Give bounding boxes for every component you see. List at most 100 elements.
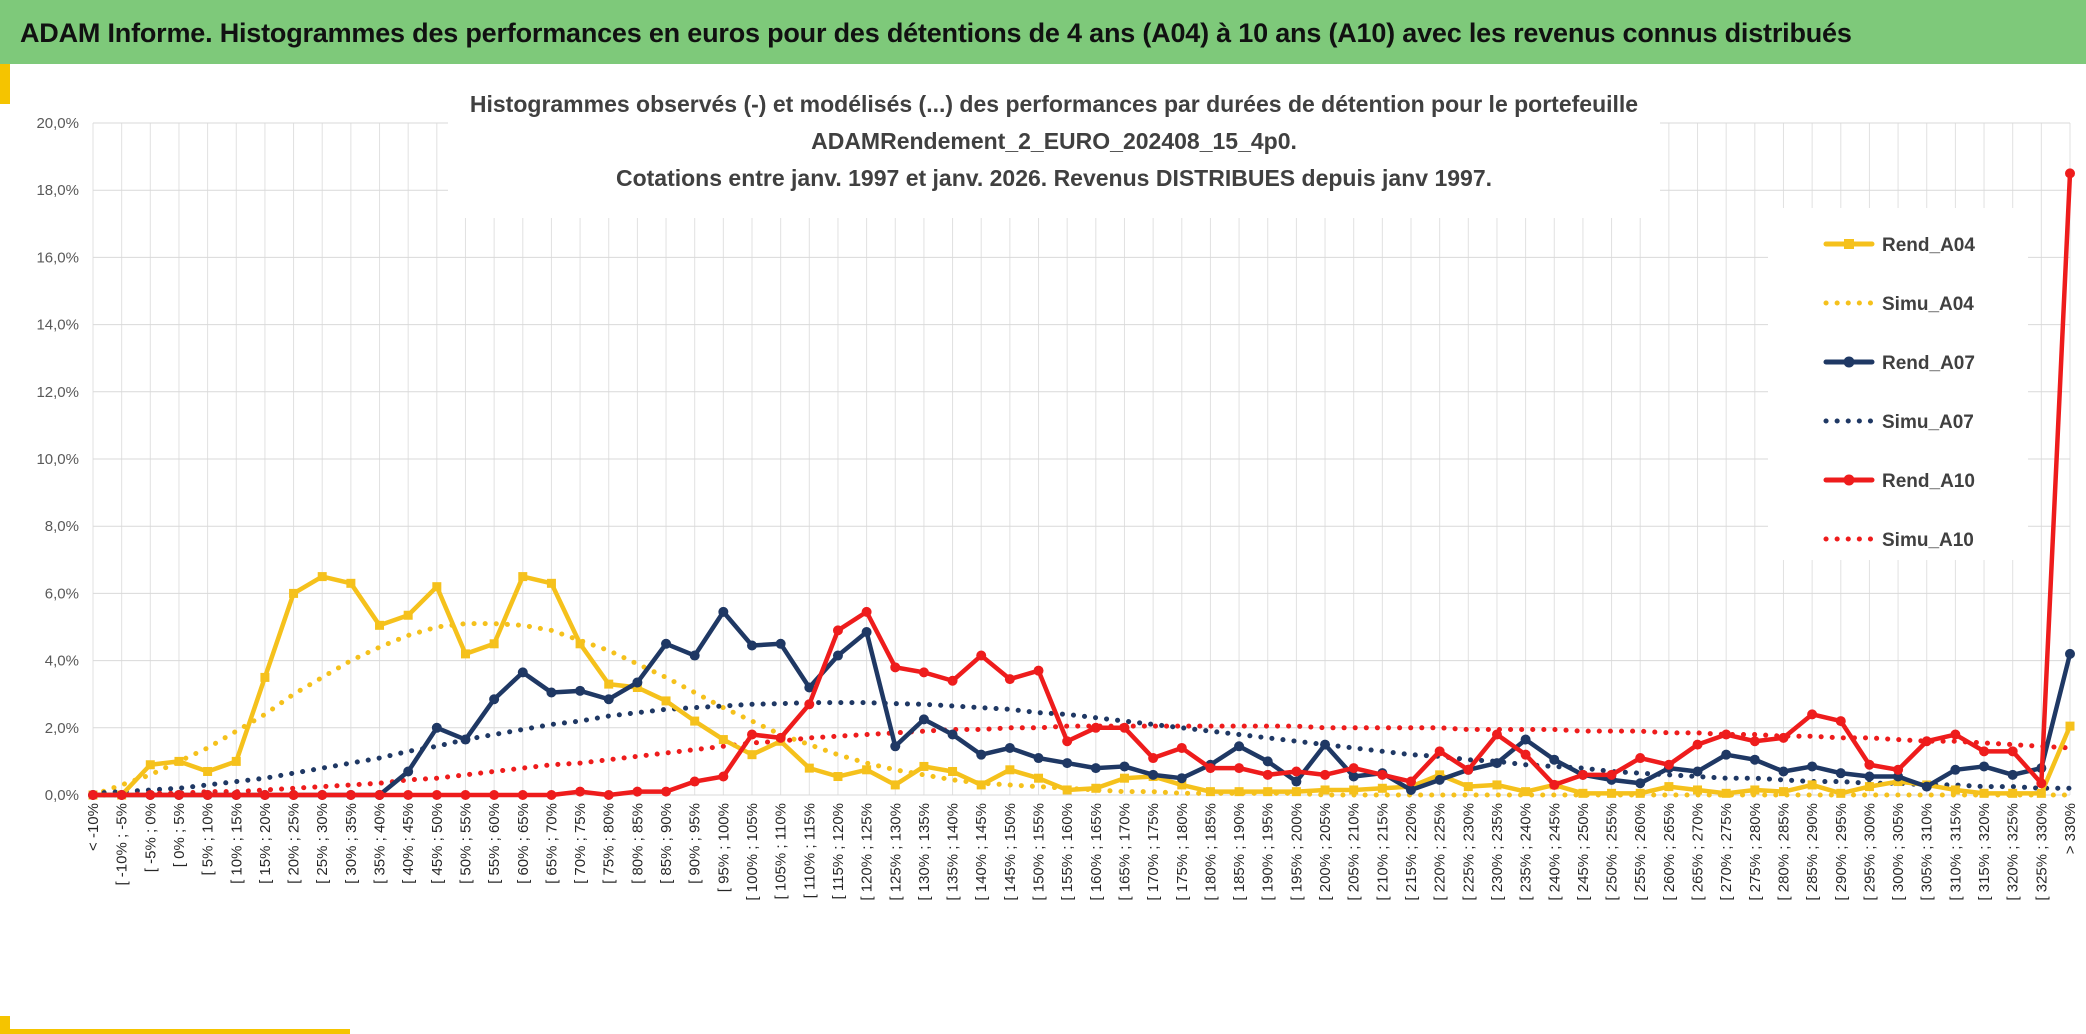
data-point-marker: [1664, 782, 1674, 792]
data-point-marker: [603, 790, 614, 800]
data-point-marker: [661, 786, 672, 797]
chart-title-line: ADAMRendement_2_EURO_202408_15_4p0.: [811, 128, 1297, 154]
x-tick-label: [ 135% ; 140%: [945, 803, 962, 901]
x-tick-label: [ 5% ; 10%: [200, 803, 217, 876]
y-tick-label: 10,0%: [36, 451, 79, 468]
data-point-marker: [1148, 753, 1159, 764]
data-point-marker: [919, 761, 929, 771]
data-point-marker: [1835, 716, 1846, 727]
x-tick-label: [ 60% ; 65%: [515, 803, 532, 884]
data-point-marker: [1979, 746, 1990, 757]
data-point-marker: [1062, 736, 1073, 747]
x-tick-label: [ 270% ; 275%: [1718, 803, 1735, 901]
data-point-marker: [317, 790, 328, 800]
x-tick-label: [ -10% ; -5%: [114, 803, 131, 886]
series-simu-a07: [90, 700, 2073, 796]
x-tick-label: [ 0% ; 5%: [171, 803, 188, 867]
data-point-marker: [747, 640, 757, 651]
data-point-marker: [1177, 780, 1187, 790]
series-rend-a07: [88, 606, 2075, 800]
y-tick-label: 4,0%: [45, 653, 79, 670]
data-point-marker: [1750, 785, 1760, 795]
legend-label: Rend_A04: [1882, 235, 1975, 256]
chart-title-line: Histogrammes observés (-) et modélisés (…: [470, 91, 1638, 117]
legend-marker: [1843, 356, 1855, 368]
x-tick-label: [ 295% ; 300%: [1861, 803, 1878, 901]
x-tick-label: [ 225% ; 230%: [1460, 803, 1477, 901]
data-point-marker: [432, 582, 442, 592]
x-tick-label: [ 95% ; 100%: [715, 803, 732, 892]
data-point-marker: [1406, 776, 1416, 787]
x-tick-label: [ 65% ; 70%: [543, 803, 560, 884]
x-tick-label: [ 300% ; 305%: [1890, 803, 1907, 901]
x-tick-label: [ 245% ; 250%: [1575, 803, 1592, 901]
x-tick-label: [ 130% ; 135%: [916, 803, 933, 901]
data-point-marker: [460, 790, 471, 800]
data-point-marker: [289, 588, 299, 598]
data-point-marker: [1090, 722, 1101, 733]
data-point-marker: [1119, 773, 1129, 783]
data-point-marker: [604, 679, 614, 689]
data-point-marker: [1606, 769, 1617, 780]
data-point-marker: [1749, 736, 1760, 747]
data-point-marker: [1091, 783, 1101, 793]
chart-title: Histogrammes observés (-) et modélisés (…: [448, 82, 1660, 218]
x-tick-label: [ 185% ; 190%: [1231, 803, 1248, 901]
x-tick-label: [ 45% ; 50%: [429, 803, 446, 884]
data-point-marker: [375, 620, 385, 630]
data-point-marker: [1205, 763, 1216, 774]
data-point-marker: [1234, 763, 1245, 774]
data-point-marker: [403, 610, 413, 620]
data-point-marker: [1692, 766, 1703, 777]
data-point-marker: [288, 790, 299, 800]
data-point-marker: [1749, 754, 1760, 765]
data-point-marker: [1807, 709, 1818, 720]
x-tick-label: [ 200% ; 205%: [1317, 803, 1334, 901]
legend-label: Rend_A10: [1882, 471, 1975, 492]
data-point-marker: [1291, 766, 1302, 777]
data-point-marker: [203, 766, 213, 776]
series-rend-a10: [88, 168, 2075, 800]
data-point-marker: [861, 627, 872, 638]
x-tick-label: [ 85% ; 90%: [658, 803, 675, 884]
y-tick-label: 12,0%: [36, 384, 79, 401]
data-point-marker: [1491, 758, 1502, 769]
chart: 0,0% 2,0% 4,0% 6,0% 8,0% 10,0% 12,0% 14,0% 16,0%…: [36, 82, 2079, 901]
data-point-marker: [116, 790, 127, 800]
data-point-marker: [1463, 782, 1473, 792]
data-point-marker: [1005, 765, 1015, 775]
data-point-marker: [1721, 788, 1731, 798]
data-point-marker: [1578, 788, 1588, 798]
data-point-marker: [718, 771, 729, 782]
x-tick-label: [ 230% ; 235%: [1489, 803, 1506, 901]
x-tick-label: [ 235% ; 240%: [1518, 803, 1535, 901]
data-point-marker: [1004, 742, 1015, 753]
data-point-marker: [518, 572, 528, 582]
data-point-marker: [1348, 771, 1359, 782]
x-tick-label: [ 180% ; 185%: [1202, 803, 1219, 901]
x-tick-label: [ 80% ; 85%: [629, 803, 646, 884]
data-point-marker: [2007, 746, 2018, 757]
data-point-marker: [718, 606, 729, 617]
data-point-marker: [947, 675, 958, 686]
data-point-marker: [517, 667, 528, 678]
data-point-marker: [2008, 788, 2018, 798]
x-tick-label: [ 120% ; 125%: [859, 803, 876, 901]
data-point-marker: [1778, 766, 1789, 777]
x-tick-label: [ 145% ; 150%: [1002, 803, 1019, 901]
x-tick-label: [ 310% ; 315%: [1947, 803, 1964, 901]
x-tick-label: [ 55% ; 60%: [486, 803, 503, 884]
data-point-marker: [890, 780, 900, 790]
data-point-marker: [1693, 785, 1703, 795]
corner-accent-bottom-left: [0, 1016, 10, 1034]
data-point-marker: [374, 790, 385, 800]
series-line: [90, 171, 2073, 798]
data-point-marker: [862, 765, 872, 775]
y-axis-ticks: 0,0% 2,0% 4,0% 6,0% 8,0% 10,0% 12,0% 14,0% 16,0%…: [36, 115, 79, 804]
series-line: [90, 609, 2073, 798]
data-point-marker: [689, 650, 700, 661]
data-point-marker: [1950, 785, 1960, 795]
data-point-marker: [1348, 763, 1359, 774]
data-point-marker: [2036, 788, 2046, 798]
data-point-marker: [1033, 753, 1044, 764]
